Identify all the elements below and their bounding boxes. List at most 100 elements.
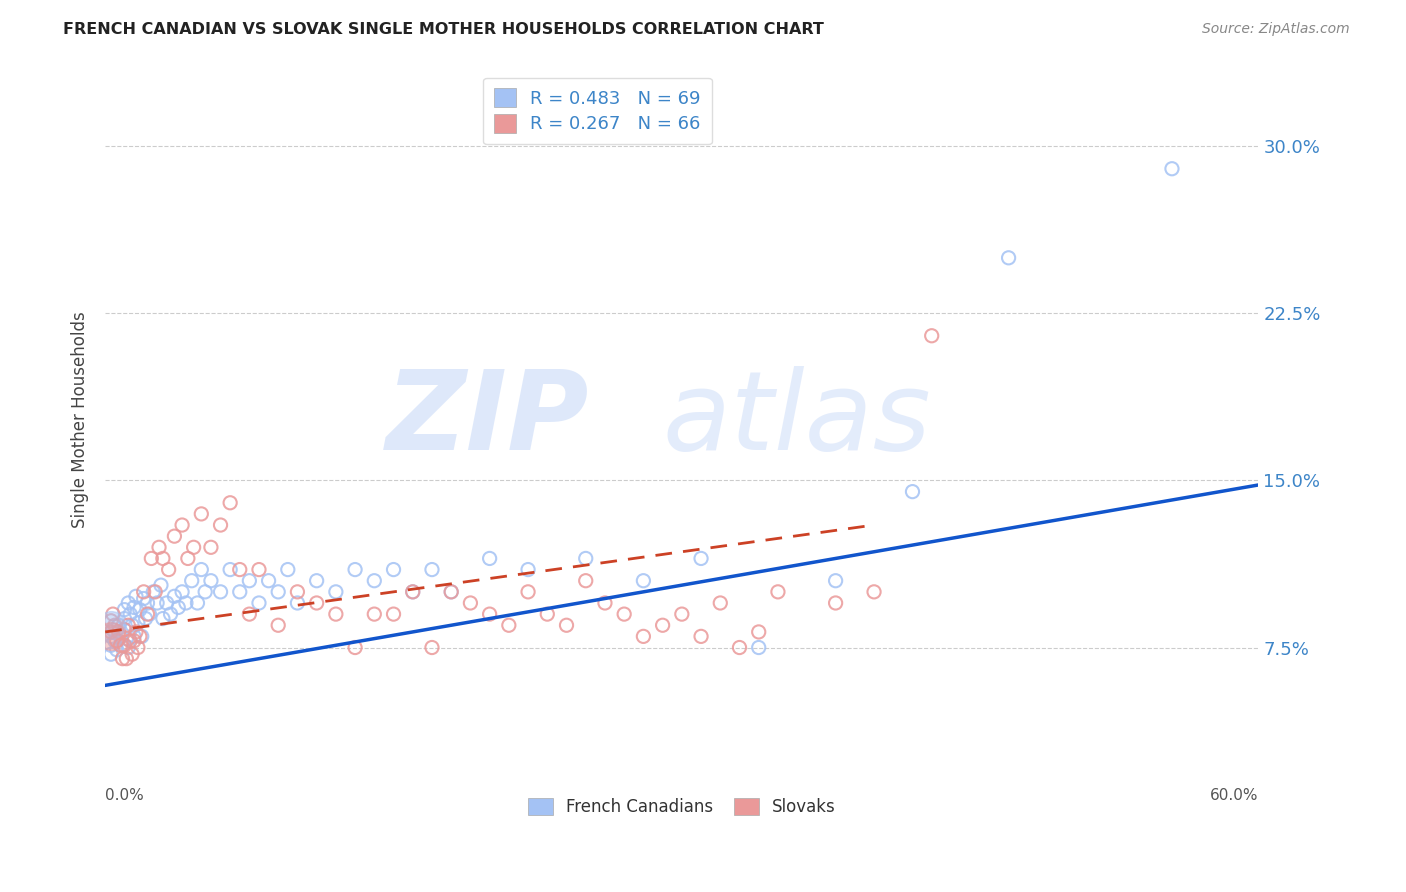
Point <box>114 623 136 637</box>
Point <box>247 563 270 577</box>
Point <box>100 629 122 643</box>
Point <box>136 607 159 621</box>
Point <box>100 629 122 643</box>
Point <box>125 589 148 603</box>
Point <box>267 618 290 632</box>
Text: 0.0%: 0.0% <box>105 788 143 803</box>
Point <box>152 551 174 566</box>
Point <box>100 647 122 661</box>
Point <box>651 618 673 632</box>
Point <box>209 585 232 599</box>
Point <box>190 563 212 577</box>
Point <box>121 647 143 661</box>
Point <box>363 607 385 621</box>
Point <box>633 574 655 588</box>
Point <box>174 596 197 610</box>
Point <box>593 596 616 610</box>
Text: Source: ZipAtlas.com: Source: ZipAtlas.com <box>1202 22 1350 37</box>
Point <box>277 563 299 577</box>
Point <box>104 633 127 648</box>
Point <box>200 541 222 555</box>
Point <box>863 585 886 599</box>
Point <box>177 551 200 566</box>
Point <box>117 618 139 632</box>
Point <box>287 585 309 599</box>
Point <box>633 629 655 643</box>
Text: ZIP: ZIP <box>387 366 589 473</box>
Point <box>824 574 846 588</box>
Point <box>122 633 145 648</box>
Point <box>100 618 122 632</box>
Point <box>142 585 165 599</box>
Point <box>200 574 222 588</box>
Point <box>138 607 160 621</box>
Point <box>104 618 127 632</box>
Point <box>172 518 194 533</box>
Point <box>766 585 789 599</box>
Point <box>238 607 260 621</box>
Point <box>110 629 132 643</box>
Point <box>363 574 385 588</box>
Point <box>115 632 138 646</box>
Point <box>287 596 309 610</box>
Point <box>110 638 132 652</box>
Point <box>498 618 520 632</box>
Point <box>111 638 134 652</box>
Point <box>100 638 122 652</box>
Point <box>305 574 328 588</box>
Point <box>172 585 194 599</box>
Point <box>997 251 1019 265</box>
Point <box>478 607 501 621</box>
Text: atlas: atlas <box>662 366 932 473</box>
Point <box>613 607 636 621</box>
Point <box>146 596 169 610</box>
Point <box>101 607 124 621</box>
Point <box>114 623 136 637</box>
Point <box>190 507 212 521</box>
Point <box>107 618 129 632</box>
Point <box>132 591 155 606</box>
Point <box>163 589 186 603</box>
Point <box>148 541 170 555</box>
Point <box>247 596 270 610</box>
Point <box>122 629 145 643</box>
Point <box>117 640 139 655</box>
Point <box>257 574 280 588</box>
Point <box>344 640 367 655</box>
Point <box>709 596 731 610</box>
Point <box>325 585 347 599</box>
Point <box>127 615 149 630</box>
Point <box>143 585 166 599</box>
Point <box>460 596 482 610</box>
Point <box>219 563 242 577</box>
Point <box>127 640 149 655</box>
Point <box>824 596 846 610</box>
Point <box>167 600 190 615</box>
Point <box>163 529 186 543</box>
Point <box>575 574 598 588</box>
Point <box>690 551 713 566</box>
Point <box>132 585 155 599</box>
Point <box>101 623 124 637</box>
Point <box>156 596 179 610</box>
Point <box>115 651 138 665</box>
Point <box>194 585 217 599</box>
Point <box>100 624 122 639</box>
Text: FRENCH CANADIAN VS SLOVAK SINGLE MOTHER HOUSEHOLDS CORRELATION CHART: FRENCH CANADIAN VS SLOVAK SINGLE MOTHER … <box>63 22 824 37</box>
Point <box>517 585 540 599</box>
Point <box>111 651 134 665</box>
Point <box>121 618 143 632</box>
Point <box>229 585 252 599</box>
Point <box>555 618 578 632</box>
Point <box>267 585 290 599</box>
Point <box>517 563 540 577</box>
Point <box>209 518 232 533</box>
Point <box>136 596 159 610</box>
Text: 60.0%: 60.0% <box>1211 788 1258 803</box>
Point <box>100 614 122 628</box>
Point <box>901 484 924 499</box>
Point <box>402 585 425 599</box>
Point <box>135 611 157 625</box>
Point <box>478 551 501 566</box>
Point <box>107 624 129 639</box>
